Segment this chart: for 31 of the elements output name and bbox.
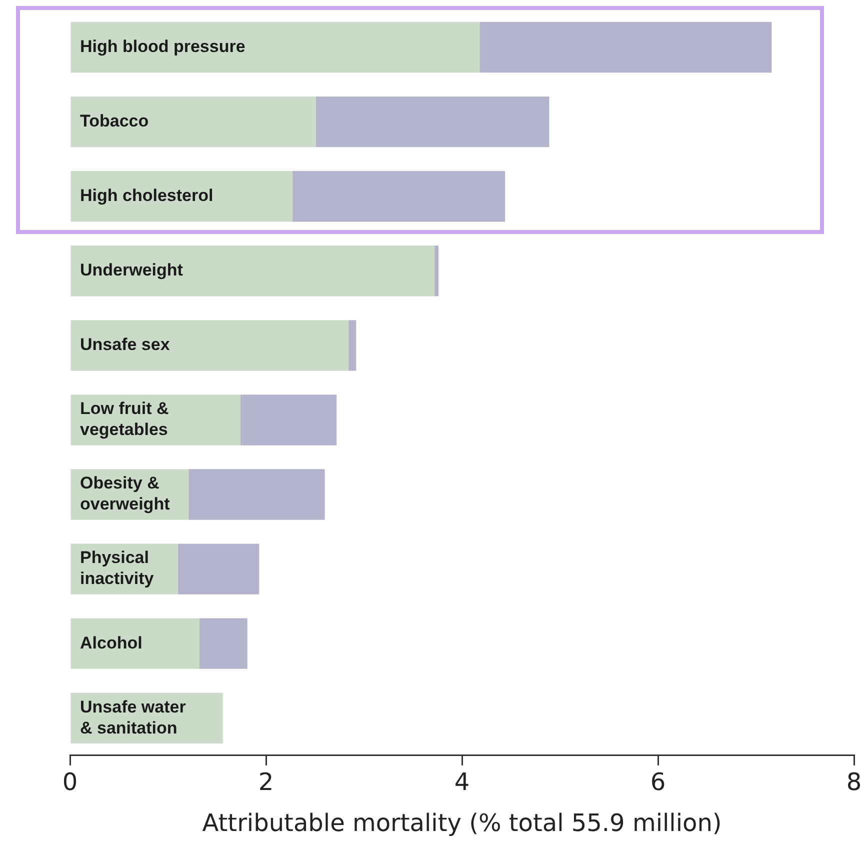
bar [480, 22, 772, 73]
bar [70, 22, 480, 73]
y-tick-label: Obesity & overweight [80, 474, 170, 514]
bar [70, 246, 435, 296]
x-tick-label: 6 [650, 768, 666, 796]
x-tick-label: 8 [846, 768, 862, 796]
bar [70, 320, 348, 371]
y-tick-label: High cholesterol [80, 186, 214, 206]
y-tick-label: Alcohol [80, 633, 142, 652]
bar [348, 320, 356, 371]
bar [178, 544, 260, 594]
x-tick-label: 2 [258, 768, 274, 796]
bar [434, 246, 438, 296]
y-tick-label: Physical inactivity [80, 548, 154, 588]
bar [70, 618, 200, 669]
bar [240, 394, 337, 446]
bar [316, 96, 550, 148]
bar [188, 469, 325, 520]
y-tick-label: Unsafe water & sanitation [80, 697, 186, 738]
y-tick-label: Low fruit & vegetables [80, 399, 169, 440]
bar [199, 618, 248, 669]
x-tick-label: 4 [454, 768, 470, 796]
y-tick-label: Unsafe sex [80, 335, 170, 354]
y-tick-label: Underweight [80, 260, 184, 280]
x-tick-label: 0 [62, 768, 78, 796]
y-tick-label: Tobacco [80, 111, 149, 130]
bar [292, 171, 506, 222]
bar [70, 96, 316, 148]
bar [70, 171, 292, 222]
x-axis-title: Attributable mortality (% total 55.9 million) [202, 808, 722, 837]
y-tick-label: High blood pressure [80, 36, 246, 56]
